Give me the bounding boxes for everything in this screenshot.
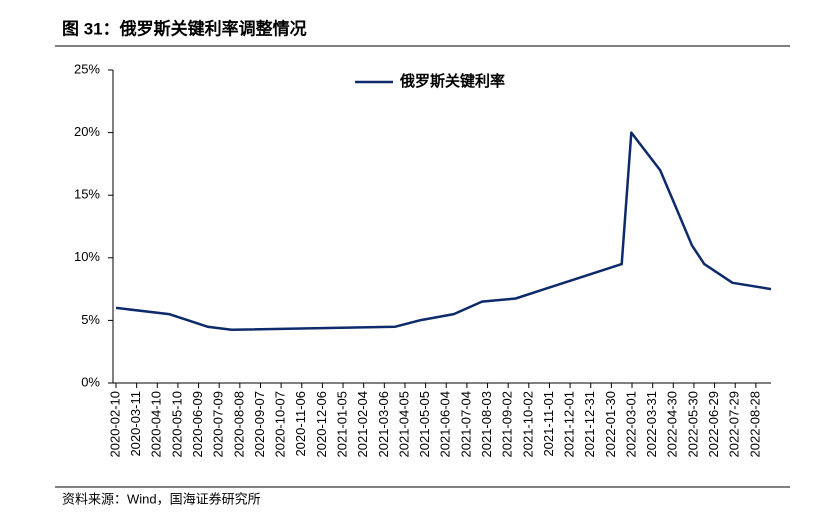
x-tick-label: 2020-12-06	[314, 391, 329, 458]
x-tick-label: 2022-04-30	[665, 391, 680, 458]
x-tick-label: 2020-02-10	[107, 391, 122, 458]
y-tick-label: 20%	[74, 124, 100, 139]
x-tick-label: 2021-11-01	[541, 391, 556, 457]
x-tick-label: 2021-02-04	[355, 391, 370, 458]
x-tick-label: 2020-09-07	[252, 391, 267, 458]
y-tick-label: 10%	[74, 249, 100, 264]
x-tick-label: 2022-05-30	[685, 391, 700, 458]
x-tick-label: 2022-08-28	[747, 391, 762, 458]
x-tick-label: 2020-05-10	[169, 391, 184, 458]
x-tick-label: 2020-06-09	[190, 391, 205, 458]
x-tick-label: 2022-03-31	[644, 391, 659, 458]
x-tick-label: 2020-10-07	[273, 391, 288, 458]
x-tick-label: 2021-08-03	[479, 391, 494, 458]
line	[115, 131, 772, 332]
source: 资料来源：Wind，国海证券研究所	[62, 491, 261, 506]
x-tick-label: 2020-03-11	[128, 391, 143, 457]
y-tick-label: 15%	[74, 187, 100, 202]
x-tick-label: 2021-09-02	[500, 391, 515, 458]
x-tick-label: 2021-07-04	[458, 391, 473, 458]
x-tick-label: 2021-10-02	[520, 391, 535, 458]
x-tick-label: 2021-01-05	[334, 391, 349, 458]
x-tick-label: 2021-12-31	[582, 391, 597, 458]
x-tick-label: 2020-08-08	[231, 391, 246, 458]
x-tick-label: 2020-07-09	[211, 391, 226, 458]
x-tick-label: 2021-12-01	[562, 391, 577, 458]
chart-title: 图 31：俄罗斯关键利率调整情况	[62, 18, 307, 38]
x-tick-label: 2021-03-06	[376, 391, 391, 458]
x-tick-label: 2021-06-04	[438, 391, 453, 458]
x-tick-label: 2022-01-30	[603, 391, 618, 458]
y-tick-label: 25%	[74, 61, 100, 76]
x-tick-label: 2020-11-06	[293, 391, 308, 457]
legend-label: 俄罗斯关键利率	[399, 72, 505, 90]
x-tick-label: 2020-04-10	[149, 391, 164, 458]
x-tick-label: 2021-05-05	[417, 391, 432, 458]
x-tick-label: 2022-07-29	[727, 391, 742, 458]
x-tick-label: 2021-04-05	[396, 391, 411, 458]
y-tick-label: 5%	[81, 312, 100, 327]
y-tick-label: 0%	[81, 374, 100, 389]
x-tick-label: 2022-03-01	[623, 391, 638, 458]
x-tick-label: 2022-06-29	[706, 391, 721, 458]
